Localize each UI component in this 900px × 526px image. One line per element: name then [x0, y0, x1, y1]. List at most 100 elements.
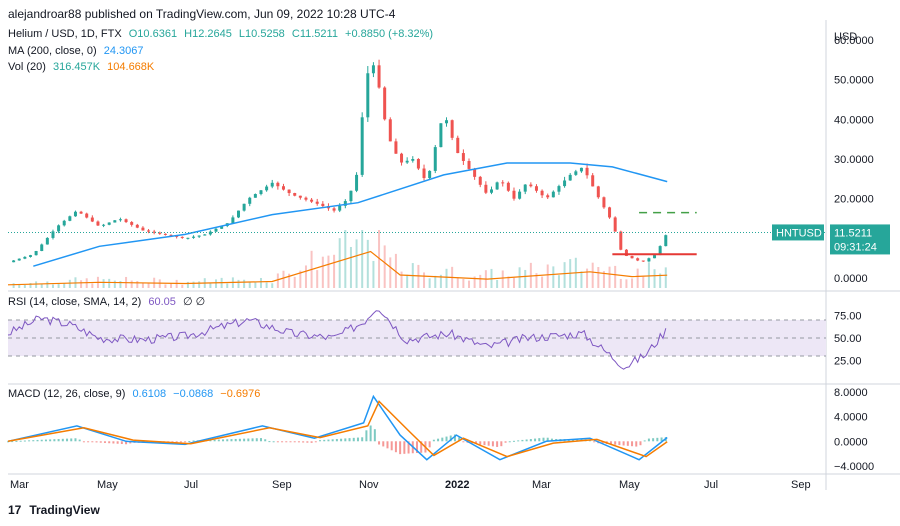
macd-histogram-bar	[226, 439, 229, 442]
macd-histogram-bar	[222, 439, 225, 442]
macd-histogram-bar	[344, 438, 347, 442]
volume-bar	[434, 275, 437, 288]
macd-histogram-bar	[639, 441, 642, 446]
volume-bar	[456, 277, 459, 288]
change-value: +0.8850 (+8.32%)	[345, 28, 434, 40]
volume-bar	[141, 282, 144, 288]
candle-body	[551, 191, 555, 198]
volume-bar	[361, 230, 364, 288]
candle-body	[102, 224, 106, 226]
rsi-value: 60.05	[148, 296, 176, 308]
macd-histogram-bar	[504, 441, 507, 443]
macd-histogram-bar	[327, 439, 330, 442]
macd-histogram-bar	[66, 438, 69, 442]
volume-bar	[400, 271, 403, 288]
candle-body	[585, 167, 589, 176]
macd-histogram-bar	[7, 441, 9, 443]
macd-histogram-bar	[340, 438, 343, 442]
volume-bar	[46, 281, 49, 288]
macd-histogram-bar	[234, 438, 237, 442]
candle-body	[158, 232, 162, 234]
candle-body	[338, 205, 342, 211]
candle-body	[484, 184, 488, 193]
volume-bar	[406, 274, 409, 288]
candle-body	[534, 186, 538, 191]
price-axis-tick: 0.0000	[834, 273, 868, 285]
macd-histogram-bar	[614, 441, 617, 445]
candle-body	[624, 249, 628, 256]
macd-histogram-bar	[268, 441, 271, 443]
volume-bar	[29, 282, 32, 288]
candle-body	[40, 244, 44, 252]
candle-body	[73, 211, 77, 217]
volume-bar	[254, 282, 257, 288]
volume-bar	[276, 273, 279, 288]
macd-histogram-bar	[479, 441, 482, 445]
macd-histogram-bar	[57, 439, 60, 442]
macd-legend[interactable]: MACD (12, 26, close, 9) 0.6108 −0.0868 −…	[8, 388, 264, 400]
macd-histogram-bar	[319, 440, 322, 442]
tradingview-logo[interactable]: 17 TradingView	[8, 503, 100, 517]
candle-body	[433, 147, 437, 171]
macd-histogram-bar	[70, 438, 73, 442]
macd-histogram-bar	[521, 439, 524, 442]
macd-histogram-bar	[302, 441, 305, 443]
volume-bar	[507, 276, 510, 288]
price-axis-tick: 40.0000	[834, 114, 874, 126]
volume-bar	[248, 281, 251, 288]
candle-body	[563, 180, 567, 187]
rsi-legend[interactable]: RSI (14, close, SMA, 14, 2) 60.05 ∅ ∅	[8, 295, 209, 308]
candle-body	[411, 159, 415, 161]
volume-bar	[366, 239, 369, 288]
tradingview-brand: TradingView	[29, 503, 100, 517]
candle-body	[12, 260, 16, 263]
volume-bar	[226, 283, 229, 288]
macd-histogram-bar	[217, 439, 220, 442]
volume-bar	[237, 279, 240, 288]
macd-histogram-bar	[255, 438, 258, 442]
candle-body	[540, 190, 544, 196]
macd-histogram-bar	[643, 440, 646, 442]
candle-body	[220, 226, 224, 229]
vol-legend[interactable]: Vol (20) 316.457K 104.668K	[8, 61, 158, 73]
candle-body	[557, 186, 561, 192]
candle-body	[647, 258, 651, 262]
macd-histogram-bar	[572, 439, 575, 442]
volume-ma-line	[7, 250, 668, 286]
macd-histogram-bar	[618, 441, 621, 446]
candle-body	[51, 231, 55, 238]
rsi-axis-tick: 25.00	[834, 356, 862, 368]
macd-histogram-bar	[120, 441, 123, 445]
ma-legend[interactable]: MA (200, close, 0) 24.3067	[8, 45, 147, 57]
macd-histogram-bar	[238, 438, 241, 442]
candle-body	[467, 160, 471, 169]
macd-histogram-bar	[129, 441, 132, 444]
candle-body	[214, 228, 218, 232]
symbol-name[interactable]: Helium / USD, 1D, FTX	[8, 28, 122, 40]
macd-histogram-bar	[19, 440, 22, 442]
macd-histogram-bar	[209, 439, 212, 442]
price-axis-tick: 30.0000	[834, 154, 874, 166]
candle-body	[641, 260, 645, 262]
candle-body	[321, 203, 325, 207]
macd-histogram-bar	[188, 440, 191, 442]
candle-body	[259, 190, 263, 195]
candle-body	[653, 255, 657, 259]
candle-body	[242, 203, 246, 211]
candle-body	[388, 119, 392, 142]
candle-body	[79, 211, 83, 214]
candle-body	[546, 195, 550, 198]
candle-body	[287, 189, 291, 194]
volume-bar	[619, 278, 622, 288]
macd-histogram-bar	[508, 441, 511, 443]
candle-body	[512, 190, 516, 199]
candle-body	[383, 87, 387, 120]
volume-bar	[642, 276, 645, 288]
candle-body	[175, 235, 179, 237]
macd-value: 0.6108	[132, 388, 167, 400]
symbol-legend: Helium / USD, 1D, FTX O10.6361 H12.2645 …	[8, 28, 437, 40]
macd-histogram-bar	[449, 435, 452, 442]
price-axis-currency: USD	[834, 31, 857, 43]
volume-bar	[439, 274, 442, 288]
